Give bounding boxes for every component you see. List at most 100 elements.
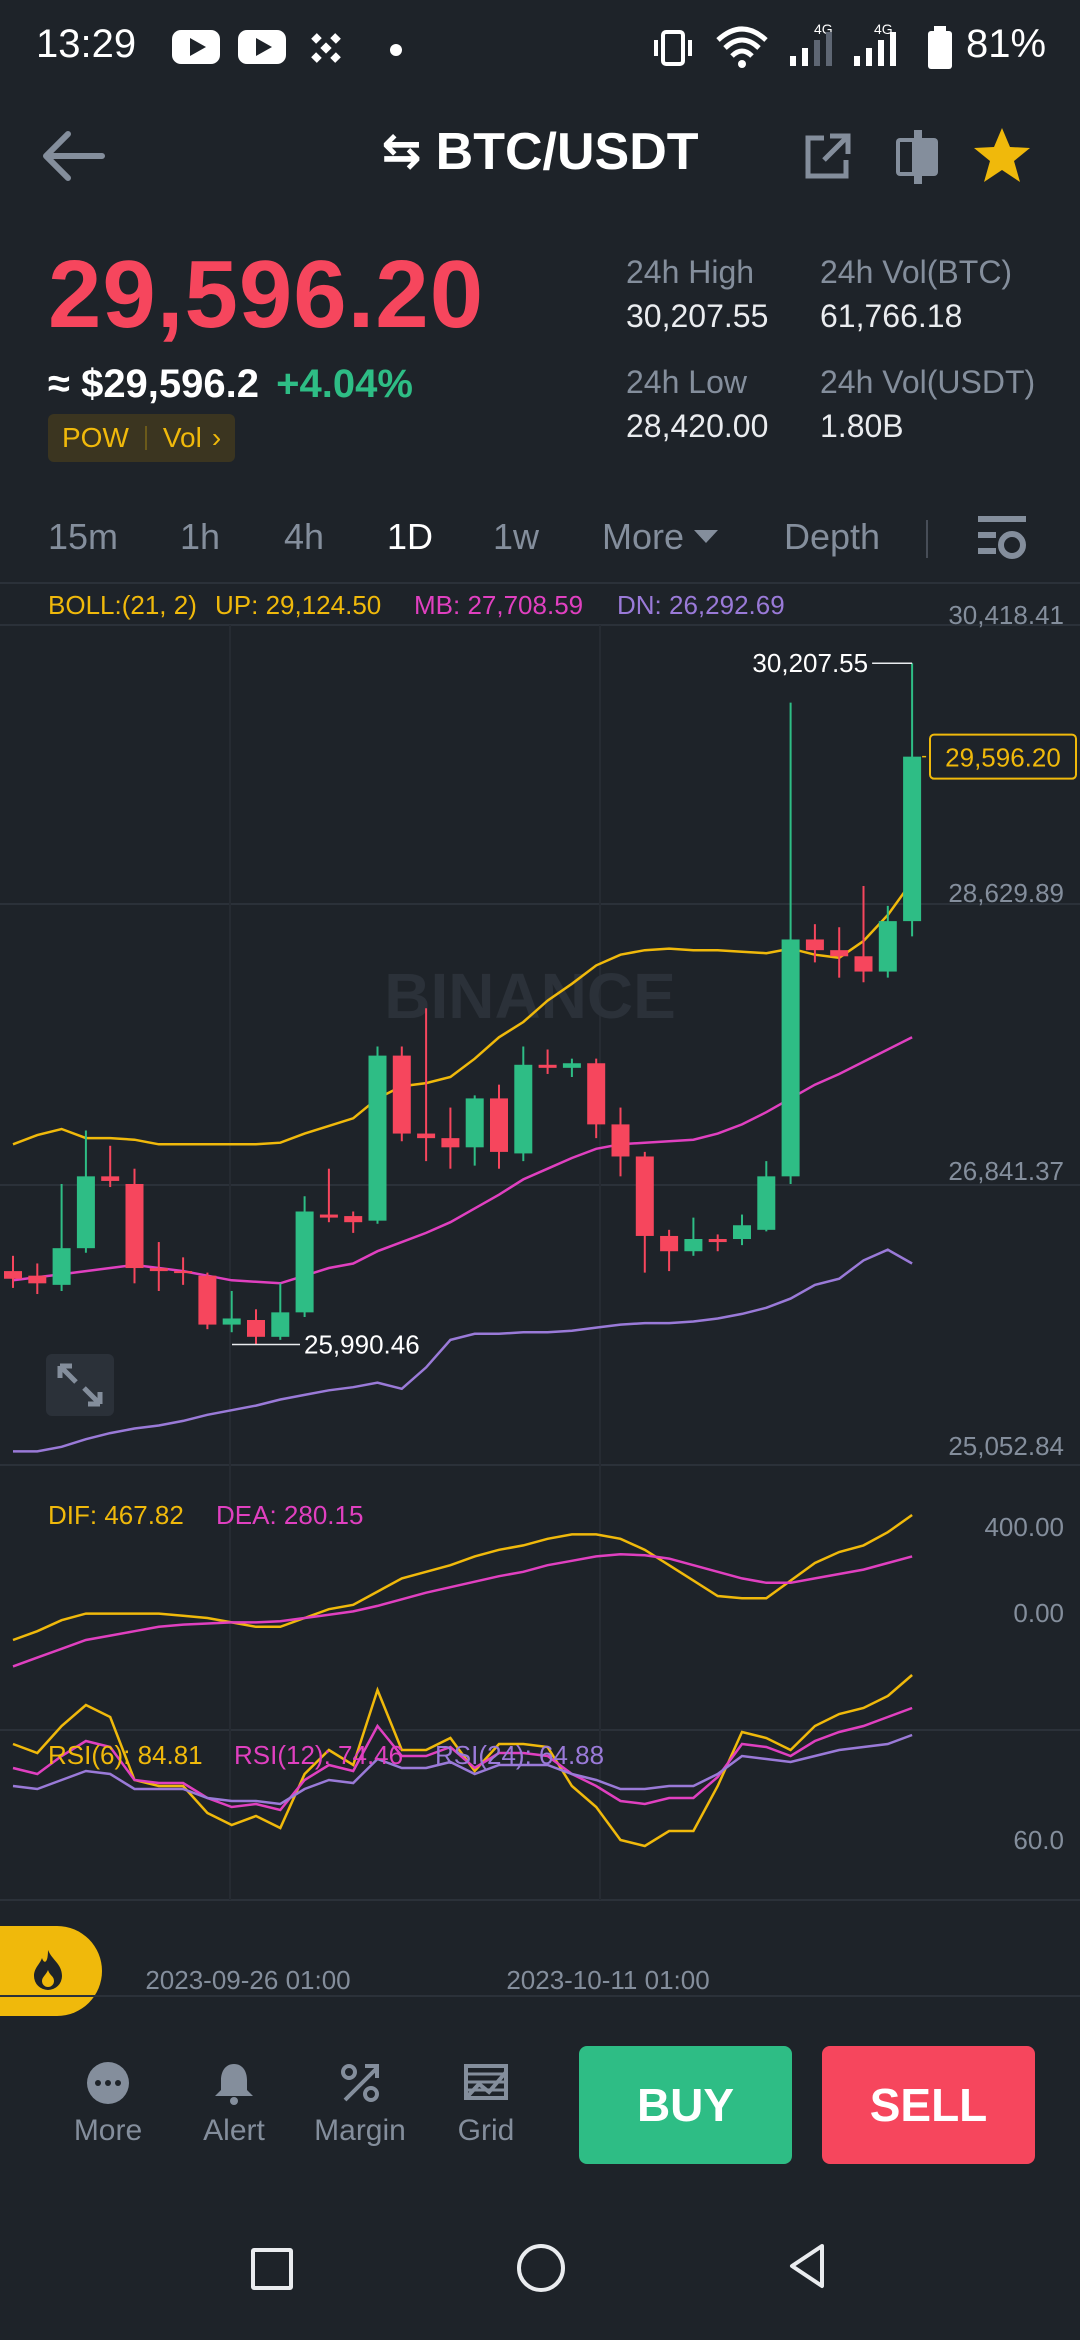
watermark: BINANCE (384, 960, 676, 1032)
tab-1d[interactable]: 1D (387, 516, 434, 557)
margin-icon (341, 2064, 379, 2102)
candle-body (76, 1176, 95, 1249)
kline-chart[interactable]: BINANCE 30,207.55 25,990.46 29,596.20 30,4… (0, 585, 1080, 1995)
candle-body (757, 1176, 776, 1230)
alert-label: Alert (203, 2114, 265, 2147)
youtube-icon (172, 30, 220, 64)
flame-fab[interactable] (0, 1926, 102, 2016)
recents-button[interactable] (251, 2248, 293, 2290)
tab-more-label: More (602, 516, 685, 557)
fiat-price: ≈ $29,596.2 (48, 362, 260, 406)
pair-title[interactable]: ⇆ BTC/USDT (0, 122, 1080, 182)
binance-icon (311, 33, 341, 63)
candle-body (878, 921, 897, 972)
candle-body (490, 1098, 508, 1152)
flame-icon (34, 1950, 62, 1990)
date-label: 2023-10-11 01:00 (506, 1965, 709, 1995)
pair-name: BTC/USDT (435, 123, 699, 181)
rsi6-line (12, 1674, 913, 1848)
macd-tick: 400.00 (984, 1512, 1064, 1542)
compare-icon[interactable] (890, 128, 944, 186)
tab-15m[interactable]: 15m (48, 516, 119, 557)
dif-label: DIF: 467.82 (48, 1500, 184, 1530)
candle-body (222, 1318, 241, 1325)
candle-body (319, 1214, 338, 1218)
candle-body (149, 1268, 168, 1272)
candle-body (660, 1235, 679, 1252)
swap-icon[interactable]: ⇆ (381, 125, 422, 178)
high-marker: 30,207.55 (752, 648, 868, 678)
tab-depth[interactable]: Depth (784, 516, 881, 557)
chart-settings-icon[interactable] (976, 512, 1028, 564)
tab-divider (926, 520, 928, 558)
price-tag: 29,596.20 (945, 743, 1061, 773)
tab-4h[interactable]: 4h (284, 516, 325, 557)
price-tick: 26,841.37 (948, 1156, 1064, 1186)
buy-button[interactable]: BUY (579, 2046, 792, 2164)
boll-label: BOLL:(21, 2) (48, 590, 197, 620)
tag-vol[interactable]: Vol (162, 422, 202, 453)
chevron-right-icon[interactable]: › (211, 422, 222, 453)
battery-icon (928, 26, 952, 69)
more-label: More (73, 2114, 143, 2147)
back-nav-button[interactable] (786, 2242, 828, 2290)
candle-body (587, 1063, 606, 1125)
rsi-lines (12, 1674, 913, 1848)
svg-text:4G: 4G (874, 22, 893, 37)
low-value: 28,420.00 (626, 408, 769, 444)
vol-btc-value: 61,766.18 (820, 298, 963, 334)
boll-mb: MB: 27,708.59 (414, 590, 584, 620)
candle-body (465, 1098, 484, 1148)
candle-body (538, 1064, 557, 1068)
candle-body (417, 1133, 436, 1139)
tab-more[interactable]: More (602, 516, 719, 558)
candle-body (198, 1275, 217, 1325)
candle-body (684, 1239, 703, 1252)
vol-btc-label: 24h Vol(BTC) (820, 254, 1013, 290)
low-label: 24h Low (626, 364, 747, 400)
candle-body (271, 1312, 290, 1337)
candle-body (295, 1211, 314, 1313)
tab-1h[interactable]: 1h (180, 516, 221, 557)
high-value: 30,207.55 (626, 298, 769, 334)
boll-dn: DN: 26,292.69 (617, 590, 785, 620)
price-tag-box (929, 733, 1077, 780)
boll-up: UP: 29,124.50 (215, 590, 382, 620)
candle-body (344, 1216, 363, 1223)
candle-body (733, 1225, 751, 1240)
battery-percent: 81% (966, 22, 1047, 66)
more-tool[interactable]: More (48, 2060, 168, 2148)
tab-1w[interactable]: 1w (493, 516, 540, 557)
sell-button[interactable]: SELL (822, 2046, 1035, 2164)
candle-body (52, 1248, 71, 1285)
wifi-icon (716, 26, 768, 68)
candle-body (562, 1063, 581, 1068)
candle-body (441, 1138, 460, 1148)
high-label: 24h High (626, 254, 755, 290)
alert-tool[interactable]: Alert (174, 2060, 294, 2148)
grid-label: Grid (457, 2114, 515, 2147)
rsi6-label: RSI(6): 84.81 (48, 1740, 203, 1770)
tag-divider (144, 426, 147, 450)
candle-body (611, 1124, 630, 1157)
expand-icon[interactable] (46, 1354, 114, 1416)
tag-pow[interactable]: POW (62, 422, 129, 453)
star-icon[interactable] (970, 124, 1034, 188)
rsi-tick: 60.0 (1013, 1825, 1064, 1855)
share-icon[interactable] (800, 130, 854, 184)
youtube-icon (238, 30, 286, 64)
tag-box[interactable]: POW Vol › (48, 414, 236, 462)
candle-body (830, 950, 849, 957)
candle-body (101, 1176, 120, 1181)
dea-label: DEA: 280.15 (216, 1500, 364, 1530)
margin-tool[interactable]: Margin (300, 2060, 420, 2148)
change-percent: +4.04% (276, 362, 413, 406)
back-arrow-icon[interactable] (36, 126, 110, 186)
home-button[interactable] (517, 2244, 565, 2292)
rsi12-label: RSI(12): 74.46 (234, 1740, 404, 1770)
dea-line (12, 1552, 913, 1668)
price-tick: 28,629.89 (948, 878, 1064, 908)
candle-body (392, 1055, 411, 1134)
candles (4, 663, 922, 1345)
grid-tool[interactable]: Grid (426, 2060, 546, 2148)
